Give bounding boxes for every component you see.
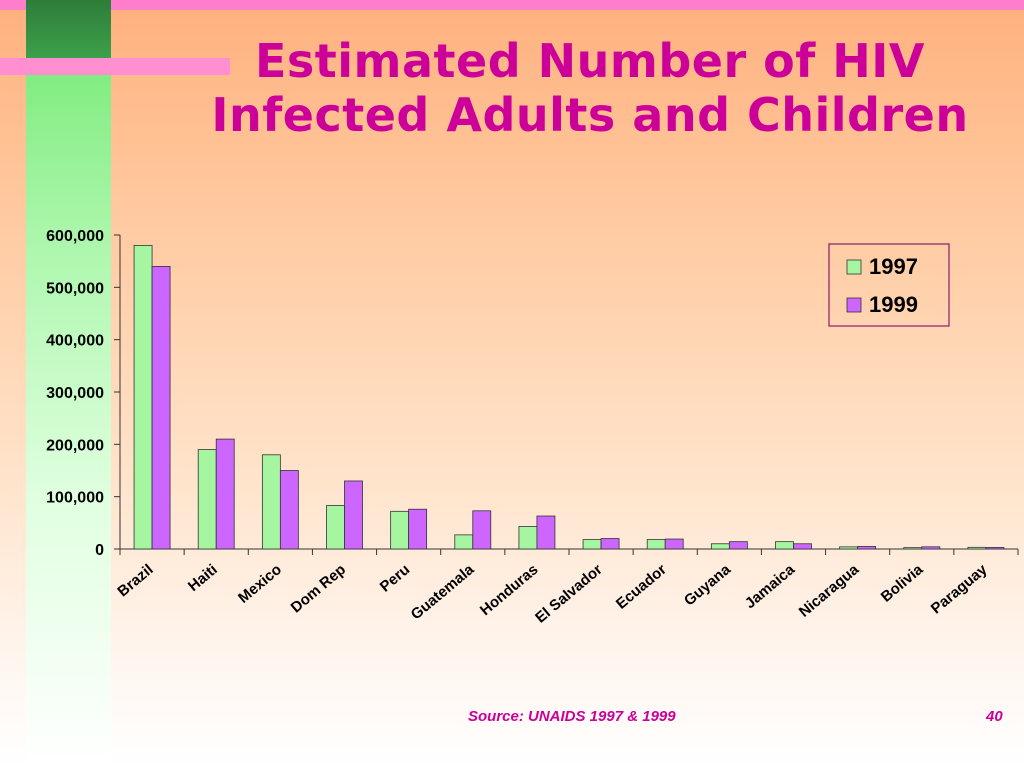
x-tick-label: Nicaragua (796, 561, 863, 621)
y-tick-label: 200,000 (46, 437, 104, 454)
x-tick-label: El Salvador (532, 561, 606, 627)
y-tick-label: 400,000 (46, 333, 104, 350)
bar-1999-brazil (151, 265, 171, 550)
y-tick-label: 300,000 (46, 385, 104, 402)
bar-1999-haiti (215, 438, 235, 550)
bar-1997-dom-rep (326, 505, 345, 550)
slide-title: Estimated Number of HIV Infected Adults … (150, 34, 1024, 142)
bar-1999-guyana (728, 541, 748, 550)
bar-1997-haiti (197, 449, 217, 550)
source-note: Source: UNAIDS 1997 & 1999 (468, 708, 676, 725)
x-tick-label: Peru (377, 561, 413, 595)
bar-1999-mexico (279, 470, 299, 550)
bar-1997-guatemala (454, 534, 474, 550)
left-green-block (26, 0, 111, 58)
x-tick-label: Bolivia (878, 561, 927, 606)
bar-1997-mexico (261, 454, 281, 550)
left-green-stripe (26, 0, 111, 768)
bar-1997-jamaica (775, 541, 794, 550)
x-tick-label: Guyana (681, 561, 735, 610)
x-tick-label: Mexico (235, 561, 285, 607)
x-tick-label: Paraguay (928, 561, 991, 618)
bar-1999-guatemala (472, 510, 492, 550)
bar-1999-dom-rep (344, 480, 363, 550)
bar-1997-ecuador (646, 539, 666, 550)
bar-1999-nicaragua (857, 546, 877, 550)
x-tick-label: Honduras (477, 561, 542, 619)
bar-1997-guyana (710, 543, 730, 550)
bar-1999-ecuador (664, 538, 684, 550)
top-accent-bar (0, 0, 1024, 10)
x-tick-label: Haiti (185, 561, 221, 595)
y-tick-label: 100,000 (46, 490, 104, 507)
bar-1997-bolivia (903, 547, 923, 550)
x-tick-label: Guatemala (408, 561, 478, 624)
y-tick-label: 600,000 (46, 228, 104, 245)
slide-title-line-1: Estimated Number of HIV (254, 34, 925, 88)
bar-1999-honduras (536, 515, 556, 550)
bar-chart: 0 100,000 200,000 300,000 400,000 500,000 600,… (46, 228, 1019, 627)
x-tick-label: Jamaica (742, 561, 799, 613)
slide-title-line-2: Infected Adults and Children (211, 88, 969, 142)
y-tick-label: 0 (95, 542, 104, 559)
legend-swatch-1997 (846, 259, 862, 275)
bar-1999-jamaica (793, 543, 812, 550)
legend-label-1997: 1997 (869, 254, 918, 279)
bar-1997-el-salvador (582, 539, 602, 550)
page-number: 40 (986, 708, 1003, 725)
bar-1999-bolivia (921, 546, 941, 550)
bar-1999-paraguay (985, 547, 1005, 550)
legend-box (828, 243, 950, 327)
bar-1999-peru (408, 508, 428, 550)
legend-label-1999: 1999 (869, 292, 918, 317)
bar-1997-paraguay (967, 546, 987, 550)
legend-swatch-1999 (846, 297, 862, 313)
bar-1997-nicaragua (839, 546, 859, 550)
bar-1997-brazil (133, 245, 153, 550)
bar-1997-peru (390, 510, 410, 550)
bar-1999-el-salvador (600, 538, 620, 550)
x-tick-label: Brazil (114, 561, 156, 600)
x-tick-label: Dom Rep (288, 561, 349, 616)
bar-1997-honduras (518, 526, 538, 550)
x-tick-label: Ecuador (613, 561, 670, 613)
left-pink-band (0, 58, 230, 75)
y-tick-label: 500,000 (46, 280, 104, 297)
